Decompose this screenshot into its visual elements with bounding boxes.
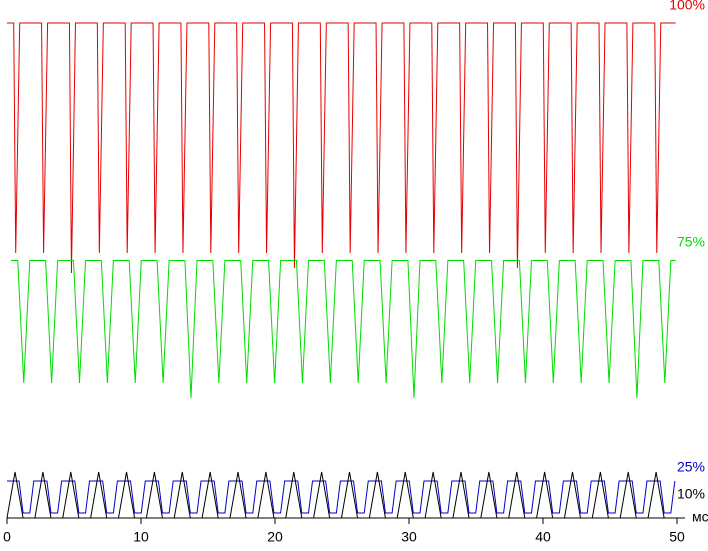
x-axis-label: мс: [692, 509, 708, 525]
x-tick-label: 40: [535, 529, 551, 545]
series-line: [7, 22, 676, 274]
series-label: 25%: [677, 459, 705, 475]
series-label: 10%: [677, 486, 705, 502]
x-tick-label: 10: [133, 529, 149, 545]
x-tick-label: 30: [401, 529, 417, 545]
series-line: [11, 260, 676, 399]
x-tick-label: 0: [3, 529, 11, 545]
series-line: [6, 471, 665, 519]
series-label: 75%: [677, 234, 705, 250]
x-tick-label: 50: [669, 529, 685, 545]
x-tick-label: 20: [267, 529, 283, 545]
series-line: [7, 480, 676, 514]
series-label: 100%: [669, 0, 705, 13]
